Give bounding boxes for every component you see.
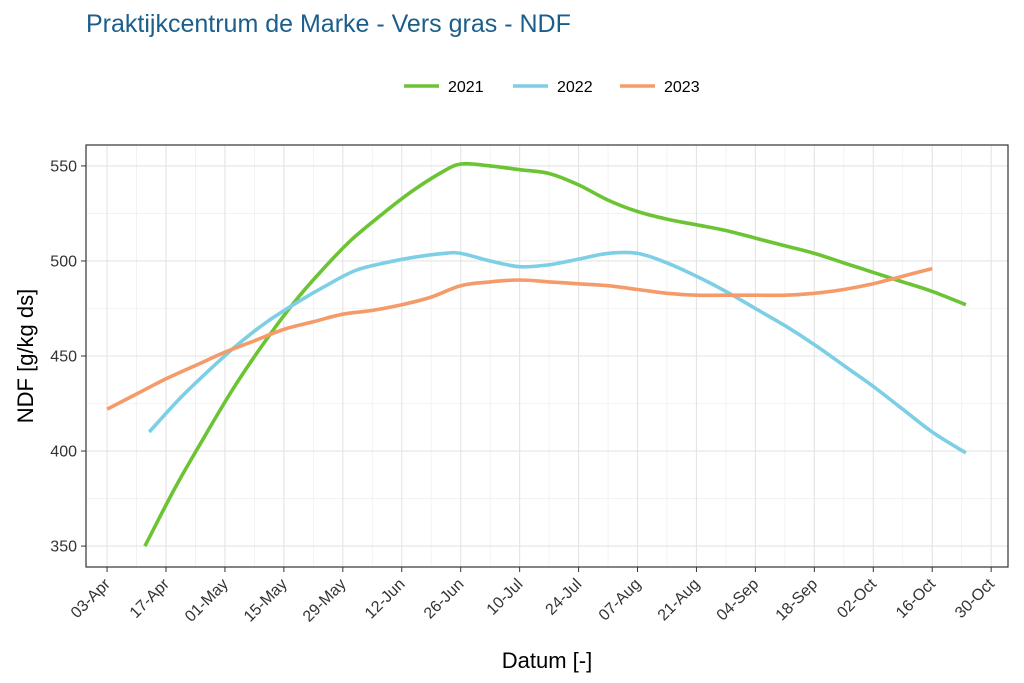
- x-tick-label: 29-May: [300, 576, 350, 626]
- series-line-2021: [143, 161, 967, 547]
- y-tick-label: 550: [50, 158, 77, 175]
- legend-label-2022: 2022: [557, 79, 593, 96]
- x-tick-label: 15-May: [241, 576, 291, 626]
- x-axis-title: Datum [-]: [502, 648, 592, 673]
- legend-label-2021: 2021: [448, 79, 484, 96]
- x-tick-label: 07-Aug: [596, 576, 645, 625]
- x-tick-label: 26-Jun: [421, 576, 468, 623]
- y-axis-title: NDF [g/kg ds]: [13, 289, 38, 423]
- x-tick-label: 01-May: [182, 576, 232, 626]
- y-tick-label: 350: [50, 539, 77, 556]
- x-tick-label: 04-Sep: [714, 576, 763, 625]
- legend-label-2023: 2023: [664, 79, 700, 96]
- y-tick-label: 450: [50, 349, 77, 366]
- x-tick-label: 24-Jul: [543, 576, 586, 619]
- x-tick-label: 21-Aug: [655, 576, 704, 625]
- y-tick-label: 400: [50, 444, 77, 461]
- series-line-2022: [147, 250, 967, 455]
- x-tick-label: 16-Oct: [893, 575, 939, 621]
- x-tick-label: 03-Apr: [68, 575, 114, 621]
- y-axis: 350 400 450 500 550: [50, 158, 86, 556]
- x-tick-label: 30-Oct: [952, 575, 998, 621]
- series-layer: [106, 161, 967, 547]
- series-line-2023: [106, 266, 933, 411]
- x-tick-label: 12-Jun: [362, 576, 409, 623]
- grid-major: [86, 145, 1008, 567]
- chart-title: Praktijkcentrum de Marke - Vers gras - N…: [86, 10, 571, 38]
- x-axis: 03-Apr 17-Apr 01-May 15-May 29-May 12-Jun 26-J…: [68, 567, 998, 626]
- x-tick-label: 17-Apr: [127, 575, 173, 621]
- y-tick-label: 500: [50, 253, 77, 270]
- legend: 2021 2022 2023: [404, 79, 700, 96]
- x-tick-label: 10-Jul: [484, 576, 527, 619]
- x-tick-label: 18-Sep: [773, 576, 822, 625]
- x-tick-label: 02-Oct: [834, 575, 880, 621]
